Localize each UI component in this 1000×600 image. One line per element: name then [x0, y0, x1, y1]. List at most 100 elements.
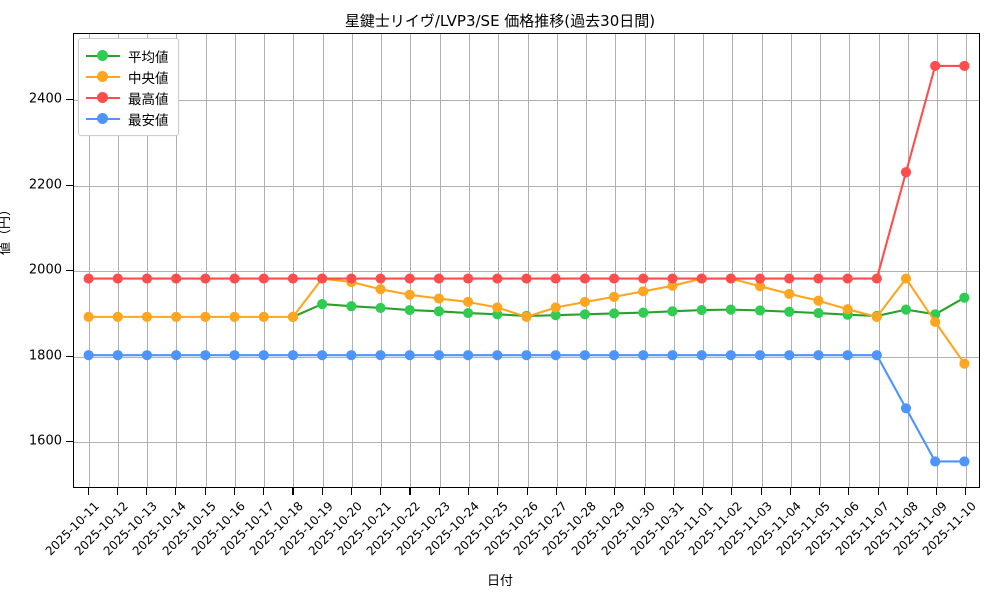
data-point-marker	[930, 316, 941, 328]
data-point-marker	[959, 60, 970, 71]
x-tick-mark	[263, 488, 265, 495]
data-point-marker	[900, 304, 912, 315]
data-point-marker	[404, 350, 415, 361]
legend-item-最安値[interactable]: 最安値	[86, 108, 169, 129]
gridline-horizontal	[74, 271, 979, 273]
data-point-marker	[317, 299, 328, 310]
data-point-marker	[492, 302, 503, 313]
data-point-marker	[813, 273, 824, 284]
gridline-vertical	[527, 34, 529, 487]
data-point-marker	[404, 273, 415, 284]
data-series-layer	[83, 60, 970, 467]
data-point-marker	[433, 306, 445, 317]
y-tick-mark	[66, 441, 73, 443]
x-tick-mark	[204, 488, 206, 495]
data-point-marker	[959, 456, 970, 467]
gridline-vertical	[615, 34, 617, 487]
legend-item-最高値[interactable]: 最高値	[86, 87, 169, 108]
gridline-vertical	[966, 34, 968, 487]
gridline-vertical	[878, 34, 880, 487]
x-tick-mark	[380, 488, 382, 495]
data-point-marker	[754, 273, 766, 284]
data-point-marker	[638, 286, 649, 297]
x-tick-mark	[906, 488, 908, 495]
plot-area	[73, 33, 980, 488]
data-point-marker	[229, 273, 240, 284]
data-point-marker	[317, 350, 328, 361]
data-point-marker	[696, 304, 707, 316]
x-tick-mark	[292, 488, 294, 495]
gridline-vertical	[117, 34, 119, 487]
gridline-vertical	[293, 34, 295, 487]
legend-label: 平均値	[128, 49, 169, 66]
x-tick-mark	[526, 488, 528, 495]
gridline-vertical	[205, 34, 207, 487]
gridline-vertical	[586, 34, 588, 487]
data-point-marker	[83, 350, 94, 361]
data-point-marker	[346, 273, 357, 284]
y-tick-label: 1600	[28, 433, 62, 449]
gridline-vertical	[907, 34, 909, 487]
data-point-marker	[842, 350, 853, 361]
data-point-marker	[725, 304, 736, 315]
data-point-marker	[521, 273, 532, 284]
x-tick-mark	[936, 488, 938, 495]
data-point-marker	[638, 307, 649, 318]
data-point-marker	[667, 306, 678, 317]
legend-item-平均値[interactable]: 平均値	[86, 45, 169, 66]
data-point-marker	[579, 309, 590, 320]
gridline-vertical	[234, 34, 236, 487]
data-point-marker	[141, 273, 153, 284]
gridline-vertical	[351, 34, 353, 487]
data-point-marker	[959, 292, 970, 303]
gridline-vertical	[176, 34, 178, 487]
data-point-marker	[900, 273, 912, 284]
legend-item-中央値[interactable]: 中央値	[86, 66, 169, 87]
gridline-vertical	[498, 34, 500, 487]
y-tick-label: 2400	[28, 91, 62, 107]
data-point-marker	[375, 284, 386, 295]
data-point-marker	[930, 456, 941, 467]
data-point-marker	[258, 350, 269, 361]
gridline-horizontal	[74, 100, 979, 102]
data-point-marker	[638, 273, 649, 284]
x-tick-mark	[965, 488, 967, 495]
data-point-marker	[667, 280, 678, 291]
data-point-marker	[608, 273, 620, 284]
data-point-marker	[754, 305, 766, 316]
data-point-marker	[200, 273, 211, 284]
data-point-marker	[754, 350, 766, 361]
y-tick-mark	[66, 270, 73, 272]
data-point-marker	[871, 273, 882, 284]
data-point-marker	[375, 273, 386, 284]
x-tick-mark	[438, 488, 440, 495]
data-point-marker	[842, 273, 853, 284]
data-point-marker	[813, 350, 824, 361]
legend-label: 中央値	[128, 70, 169, 87]
data-point-marker	[900, 167, 912, 178]
data-point-marker	[404, 304, 415, 316]
data-point-marker	[112, 273, 123, 284]
data-point-marker	[754, 281, 766, 292]
legend-label: 最安値	[128, 112, 169, 129]
legend-swatch-icon	[86, 91, 120, 105]
y-tick-mark	[66, 99, 73, 101]
gridline-vertical	[264, 34, 266, 487]
data-point-marker	[784, 288, 795, 299]
data-point-marker	[375, 350, 386, 361]
x-axis-label: 日付	[486, 574, 513, 589]
series-line	[87, 354, 966, 463]
data-point-marker	[346, 350, 357, 361]
data-point-marker	[608, 350, 620, 361]
data-point-marker	[550, 350, 561, 361]
data-point-marker	[871, 311, 882, 322]
y-tick-mark	[66, 184, 73, 186]
y-tick-label: 1800	[28, 348, 62, 364]
x-tick-mark	[702, 488, 704, 495]
data-point-marker	[229, 350, 240, 361]
data-point-marker	[696, 273, 707, 284]
data-point-marker	[463, 296, 474, 308]
data-point-marker	[200, 350, 211, 361]
data-point-marker	[433, 293, 445, 304]
data-point-marker	[83, 311, 94, 322]
